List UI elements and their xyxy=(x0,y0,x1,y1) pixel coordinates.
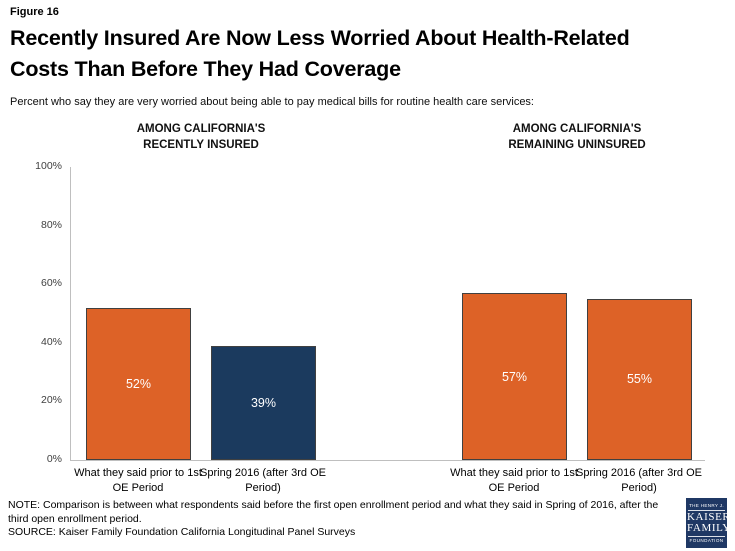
group-header-line1: AMONG CALIFORNIA'S xyxy=(136,123,266,135)
source-line: SOURCE: Kaiser Family Foundation Califor… xyxy=(8,526,356,538)
chart-title-line1: Recently Insured Are Now Less Worried Ab… xyxy=(10,26,630,50)
chart-title: Recently Insured Are Now Less Worried Ab… xyxy=(10,23,725,85)
logo-name-line1: KAISER xyxy=(687,510,731,523)
y-axis-tick-40: 40% xyxy=(40,335,62,348)
y-axis-tick-20: 20% xyxy=(40,394,62,407)
bar-value-label: 39% xyxy=(250,395,277,410)
y-axis-tick-0: 0% xyxy=(46,453,62,465)
x-axis-category-label: Spring 2016 (after 3rd OE Period) xyxy=(200,467,326,494)
logo-bottom-text: FOUNDATION xyxy=(688,535,725,543)
group-header-line2: REMAINING UNINSURED xyxy=(508,139,646,151)
footnote: NOTE: Comparison is between what respond… xyxy=(8,499,680,540)
y-axis-tick-80: 80% xyxy=(40,218,62,231)
bar-value-label: 55% xyxy=(626,372,653,387)
note-line2: third open enrollment period. xyxy=(8,512,142,525)
y-axis-tick-100: 100% xyxy=(35,160,62,172)
kaiser-family-foundation-logo: THE HENRY J. KAISER FAMILY FOUNDATION xyxy=(686,498,731,548)
group-header-line1: AMONG CALIFORNIA'S xyxy=(512,123,642,135)
group-header-line2: RECENTLY INSURED xyxy=(143,139,259,151)
figure-number-label: Figure 16 xyxy=(10,6,59,18)
logo-name-line2: FAMILY xyxy=(687,522,731,534)
x-axis-category-label: What they said prior to 1st OE Period xyxy=(450,467,578,494)
x-axis-category-label: Spring 2016 (after 3rd OE Period) xyxy=(576,467,702,494)
bar-recently-insured-spring2016: 39% xyxy=(211,345,316,460)
group-header-remaining-uninsured: AMONG CALIFORNIA'S REMAINING UNINSURED xyxy=(442,121,712,153)
bar-recently-insured-prior: 52% xyxy=(86,307,191,460)
x-axis-line xyxy=(70,460,705,461)
bar-remaining-uninsured-spring2016: 55% xyxy=(587,298,692,460)
bar-value-label: 52% xyxy=(125,376,152,391)
chart-title-line2: Costs Than Before They Had Coverage xyxy=(10,57,401,81)
logo-top-text: THE HENRY J. xyxy=(688,503,725,511)
bar-remaining-uninsured-prior: 57% xyxy=(462,293,567,460)
y-axis-line xyxy=(70,167,71,460)
x-axis-category-label: What they said prior to 1st OE Period xyxy=(74,467,202,494)
y-axis-tick-60: 60% xyxy=(40,277,62,290)
chart-subtitle: Percent who say they are very worried ab… xyxy=(10,96,534,108)
bar-value-label: 57% xyxy=(501,369,528,384)
note-line1: NOTE: Comparison is between what respond… xyxy=(8,499,659,511)
group-header-recently-insured: AMONG CALIFORNIA'S RECENTLY INSURED xyxy=(66,121,336,153)
